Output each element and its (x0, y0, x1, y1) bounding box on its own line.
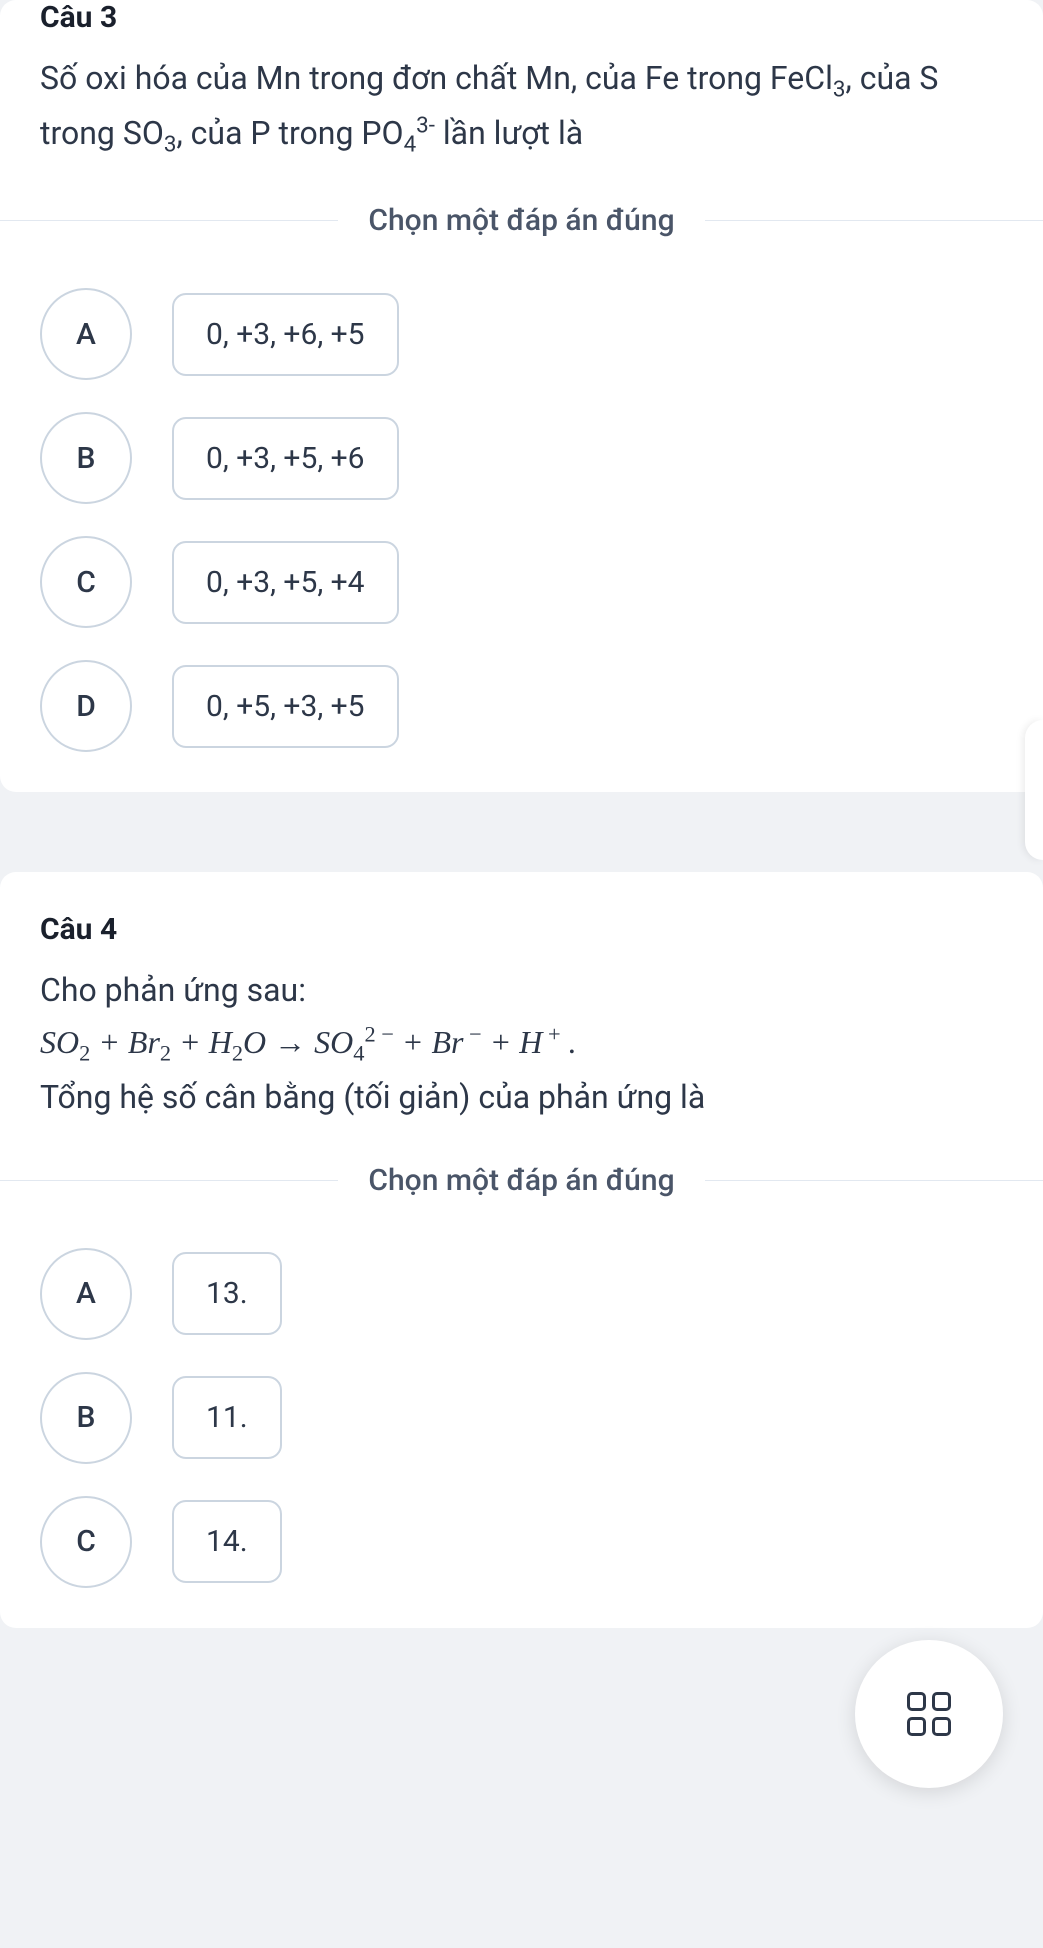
question-body: Cho phản ứng sau: SO2 + Br2 + H2O → SO42… (40, 965, 1003, 1122)
option-row: B 11. (40, 1372, 1003, 1464)
option-letter-b[interactable]: B (40, 412, 132, 504)
option-text-c[interactable]: 0, +3, +5, +4 (172, 541, 399, 624)
option-text-c[interactable]: 14. (172, 1500, 282, 1583)
divider-line (0, 220, 338, 221)
prompt-divider: Chọn một đáp án đúng (0, 203, 1043, 238)
option-text-a[interactable]: 13. (172, 1252, 282, 1335)
option-row: A 13. (40, 1248, 1003, 1340)
question-body-pre: Cho phản ứng sau: (40, 971, 306, 1009)
prompt-label: Chọn một đáp án đúng (338, 203, 704, 238)
grid-menu-button[interactable] (855, 1640, 1003, 1788)
grid-icon (907, 1692, 951, 1736)
prompt-label: Chọn một đáp án đúng (338, 1163, 704, 1198)
question-card: Câu 4 Cho phản ứng sau: SO2 + Br2 + H2O … (0, 872, 1043, 1627)
question-title: Câu 3 (40, 0, 1003, 35)
divider-line (705, 220, 1043, 221)
option-row: A 0, +3, +6, +5 (40, 288, 1003, 380)
question-equation: SO2 + Br2 + H2O → SO42 − + Br − + H + . (40, 1023, 577, 1061)
divider-line (0, 1180, 338, 1181)
options-list: A 0, +3, +6, +5 B 0, +3, +5, +6 C 0, +3,… (40, 288, 1003, 752)
options-list: A 13. B 11. C 14. (40, 1248, 1003, 1588)
question-body: Số oxi hóa của Mn trong đơn chất Mn, của… (40, 53, 1003, 163)
question-card: Câu 3 Số oxi hóa của Mn trong đơn chất M… (0, 0, 1043, 792)
prompt-divider: Chọn một đáp án đúng (0, 1163, 1043, 1198)
divider-line (705, 1180, 1043, 1181)
option-letter-d[interactable]: D (40, 660, 132, 752)
option-row: C 14. (40, 1496, 1003, 1588)
option-letter-a[interactable]: A (40, 1248, 132, 1340)
option-letter-c[interactable]: C (40, 536, 132, 628)
question-body-post: Tổng hệ số cân bằng (tối giản) của phản … (40, 1078, 705, 1116)
option-row: B 0, +3, +5, +6 (40, 412, 1003, 504)
question-title: Câu 4 (40, 912, 1003, 947)
option-text-b[interactable]: 11. (172, 1376, 282, 1459)
option-text-a[interactable]: 0, +3, +6, +5 (172, 293, 399, 376)
side-tab[interactable] (1025, 720, 1043, 860)
option-letter-a[interactable]: A (40, 288, 132, 380)
option-letter-c[interactable]: C (40, 1496, 132, 1588)
option-row: D 0, +5, +3, +5 (40, 660, 1003, 752)
option-text-d[interactable]: 0, +5, +3, +5 (172, 665, 399, 748)
option-letter-b[interactable]: B (40, 1372, 132, 1464)
option-row: C 0, +3, +5, +4 (40, 536, 1003, 628)
option-text-b[interactable]: 0, +3, +5, +6 (172, 417, 399, 500)
